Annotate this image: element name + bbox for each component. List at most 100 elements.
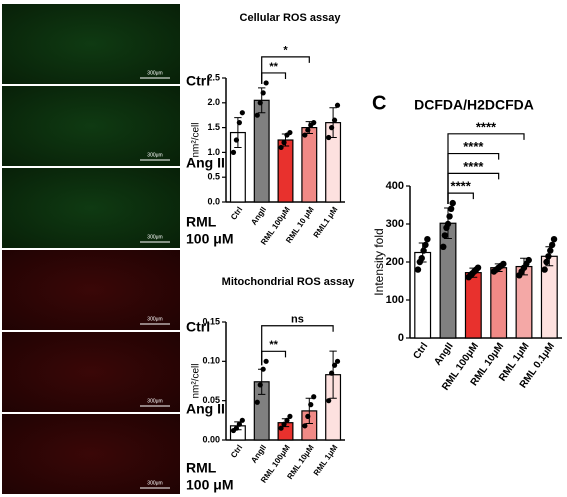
- data-point: [444, 220, 452, 228]
- data-point: [474, 264, 482, 271]
- image-label: Ctrl: [186, 319, 210, 335]
- bar: [301, 126, 318, 203]
- data-point: [263, 358, 269, 364]
- data-point: [254, 112, 260, 118]
- image-label: RML: [186, 460, 217, 476]
- data-point: [329, 370, 335, 376]
- image-label: RML: [186, 214, 217, 230]
- data-point: [233, 137, 240, 143]
- data-point: [541, 266, 548, 273]
- data-point: [447, 205, 455, 212]
- micrograph: [2, 86, 180, 166]
- micrograph: [2, 250, 180, 330]
- significance-label: ns: [291, 314, 304, 326]
- data-point: [230, 149, 237, 155]
- data-point: [326, 134, 332, 141]
- data-point: [547, 247, 554, 254]
- micrograph: [2, 4, 180, 84]
- significance-label: ****: [451, 179, 472, 194]
- data-point: [239, 110, 245, 116]
- significance-bracket: [447, 133, 525, 205]
- data-point: [548, 241, 556, 249]
- bar: [464, 272, 482, 339]
- x-tick-label: RML1 μM: [312, 205, 340, 240]
- y-tick-label: 0: [398, 332, 404, 344]
- data-point: [305, 413, 311, 419]
- x-tick-label: RML 1μM: [312, 443, 340, 477]
- data-point: [331, 117, 338, 123]
- image-label: 100 μM: [186, 231, 233, 247]
- significance-label: **: [269, 61, 278, 73]
- y-axis-label: Intensity fold: [372, 228, 386, 295]
- data-point: [500, 260, 507, 268]
- scale-bar-label: 300μm: [147, 152, 162, 158]
- y-axis-label: nm²/cell: [191, 363, 202, 398]
- panel-label: C: [372, 92, 386, 114]
- bar: [439, 222, 457, 339]
- micrograph: [2, 332, 180, 412]
- y-tick-label: 1.0: [207, 147, 220, 157]
- scale-bar-label: 300μm: [147, 316, 162, 322]
- data-point: [236, 120, 242, 126]
- data-point: [441, 232, 449, 239]
- y-tick-label: 300: [386, 218, 404, 230]
- data-point: [257, 100, 263, 106]
- significance-label: ****: [476, 119, 497, 134]
- chart-title: Mitochondrial ROS assay: [222, 276, 356, 288]
- data-point: [446, 213, 453, 220]
- scale-bar-label: 300μm: [147, 398, 162, 404]
- scale-bar-label: 300μm: [147, 70, 162, 76]
- data-point: [236, 421, 242, 427]
- y-tick-label: 2.5: [207, 72, 220, 82]
- significance-bracket: [261, 56, 310, 84]
- y-tick-label: 0.05: [202, 395, 220, 405]
- x-tick-label: Ctrl: [411, 341, 430, 362]
- x-tick-label: Ctrl: [229, 443, 244, 459]
- significance-label: *: [283, 45, 288, 57]
- x-tick-label: AngII: [432, 341, 455, 368]
- data-point: [281, 139, 287, 146]
- data-point: [545, 253, 552, 260]
- data-point: [263, 80, 269, 86]
- data-point: [278, 425, 284, 431]
- data-point: [424, 236, 431, 243]
- data-point: [281, 421, 287, 427]
- scale-bar-label: 300μm: [147, 480, 162, 486]
- scale-bar-label: 300μm: [147, 234, 162, 240]
- data-point: [260, 90, 266, 96]
- y-tick-label: 1.5: [207, 122, 220, 132]
- y-tick-label: 0.10: [202, 356, 220, 366]
- y-tick-label: 0.5: [207, 172, 220, 182]
- data-point: [420, 247, 427, 254]
- chart-title: Cellular ROS assay: [240, 12, 342, 24]
- data-point: [257, 382, 263, 388]
- data-point: [260, 366, 266, 372]
- micrograph: [2, 168, 180, 248]
- x-tick-label: AngII: [249, 205, 268, 227]
- significance-label: ****: [463, 139, 484, 154]
- data-point: [278, 144, 284, 151]
- data-point: [305, 127, 311, 133]
- image-label: Ctrl: [186, 73, 210, 89]
- data-point: [550, 236, 558, 243]
- data-point: [334, 358, 341, 364]
- y-tick-label: 400: [386, 180, 404, 192]
- data-point: [254, 399, 260, 405]
- bar: [490, 267, 508, 339]
- data-point: [414, 266, 422, 273]
- data-point: [302, 132, 308, 138]
- data-point: [311, 394, 317, 400]
- image-label: Ang II: [186, 401, 225, 417]
- x-tick-label: AngII: [249, 443, 268, 465]
- significance-label: **: [269, 339, 278, 351]
- data-point: [287, 129, 293, 136]
- data-point: [449, 199, 456, 207]
- data-point: [308, 402, 314, 408]
- y-tick-label: 2.0: [207, 97, 220, 107]
- significance-label: ****: [463, 159, 484, 174]
- data-point: [331, 362, 338, 368]
- significance-bracket: [261, 325, 334, 366]
- x-tick-label: Ctrl: [229, 205, 244, 221]
- data-point: [418, 255, 425, 262]
